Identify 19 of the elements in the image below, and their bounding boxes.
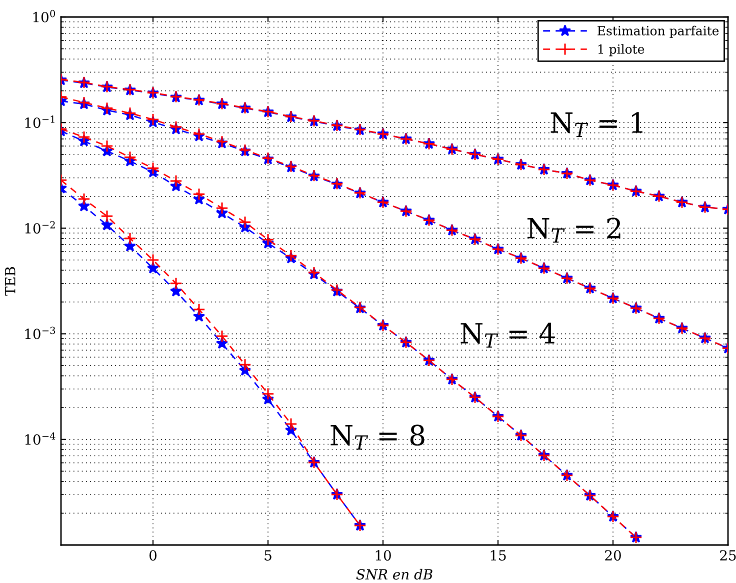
x-tick-label: 10 bbox=[376, 550, 391, 561]
y-axis-title: TEB bbox=[5, 267, 16, 296]
x-tick-label: 15 bbox=[490, 550, 506, 561]
annotation: N$_{T}$ = 8 bbox=[330, 424, 424, 450]
x-axis-title: SNR en dB bbox=[356, 568, 432, 580]
annotation: N$_{T}$ = 4 bbox=[460, 322, 555, 348]
x-tick-label: 25 bbox=[720, 550, 736, 561]
legend-label: Estimation parfaite bbox=[598, 26, 719, 38]
x-tick-label: 0 bbox=[149, 550, 156, 561]
y-tick-label: 10$^{−1}$ bbox=[25, 116, 54, 128]
annotation: N$_{T}$ = 2 bbox=[527, 218, 620, 243]
y-tick-label: 10$^{0}$ bbox=[33, 10, 56, 22]
y-tick-label: 10$^{−4}$ bbox=[25, 432, 56, 445]
annotation: N$_{T}$ = 1 bbox=[550, 112, 642, 138]
x-tick-label: 20 bbox=[605, 550, 621, 561]
legend-label: 1 pilote bbox=[598, 44, 644, 56]
y-tick-label: 10$^{−3}$ bbox=[25, 326, 56, 340]
y-tick-label: 10$^{−2}$ bbox=[25, 221, 55, 234]
x-tick-label: 5 bbox=[264, 550, 272, 561]
